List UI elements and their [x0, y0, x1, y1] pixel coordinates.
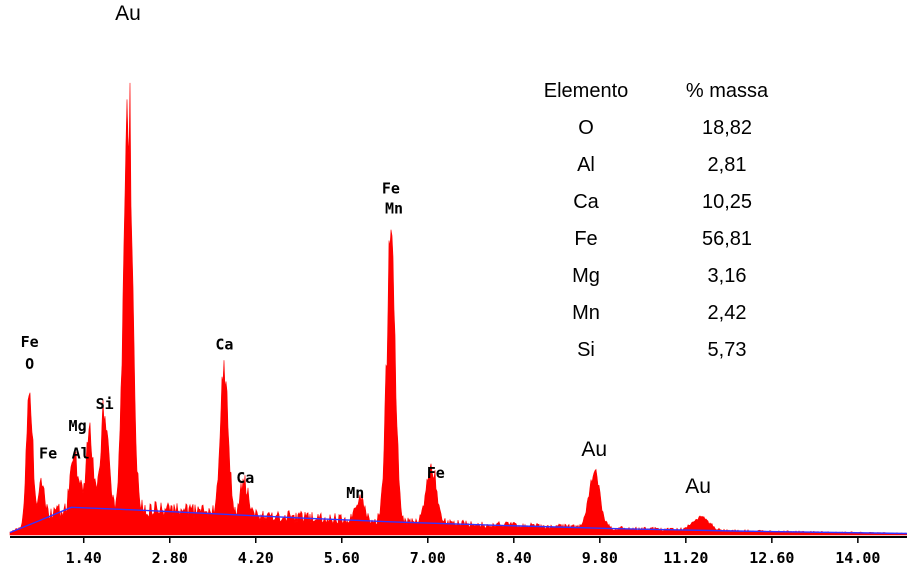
peak-label: Al — [72, 444, 90, 462]
peak-label: Ca — [236, 469, 254, 487]
table-cell-mass: 2,81 — [708, 154, 747, 176]
table-cell-element: Mg — [572, 265, 600, 287]
peak-label: Mn — [385, 199, 403, 217]
x-tick-label: 4.20 — [238, 549, 274, 567]
table-cell-mass: 56,81 — [702, 228, 752, 250]
table-cell-element: Si — [577, 339, 595, 361]
table-cell-element: Ca — [573, 191, 599, 213]
spectrum-area — [9, 82, 907, 536]
peak-label: Au — [685, 475, 711, 498]
composition-table: Elemento % massa O 18,82 Al 2,81 Ca 10,25 Fe 56,8… — [544, 80, 769, 361]
x-tick-label: 12.60 — [749, 549, 794, 567]
x-tick-label: 2.80 — [152, 549, 188, 567]
table-cell-element: O — [578, 117, 594, 139]
table-cell-mass: 5,73 — [708, 339, 747, 361]
x-tick-label: 14.00 — [835, 549, 880, 567]
x-tick-label: 5.60 — [324, 549, 360, 567]
x-tick-label: 8.40 — [496, 549, 532, 567]
peak-label: Fe — [427, 464, 445, 482]
peak-label: Au — [581, 438, 607, 461]
peak-label: Fe — [21, 333, 39, 351]
peak-label: Au — [115, 2, 141, 25]
peak-label: Si — [96, 395, 114, 413]
peak-label: Fe — [39, 444, 57, 462]
x-tick-label: 7.00 — [410, 549, 446, 567]
table-cell-element: Mn — [572, 302, 600, 324]
peak-label: Fe — [382, 179, 400, 197]
table-cell-element: Fe — [574, 228, 597, 250]
background-fit-line — [9, 506, 907, 535]
table-cell-mass: 3,16 — [708, 265, 747, 287]
table-header-mass: % massa — [686, 80, 769, 102]
peak-label: O — [25, 355, 34, 373]
table-cell-mass: 2,42 — [708, 302, 747, 324]
x-tick-label: 9.80 — [582, 549, 618, 567]
background-layer — [9, 506, 907, 535]
x-tick-label: 1.40 — [66, 549, 102, 567]
table-cell-mass: 10,25 — [702, 191, 752, 213]
table-cell-mass: 18,82 — [702, 117, 752, 139]
table-cell-element: Al — [577, 154, 595, 176]
peak-label: Ca — [215, 335, 233, 353]
x-tick-label: 11.20 — [663, 549, 708, 567]
peak-label: Mg — [69, 417, 87, 435]
table-header-element: Elemento — [544, 80, 629, 102]
spectrum-layer — [9, 82, 907, 536]
peak-labels: Au Fe O Fe Mg Al Si Ca Ca Fe Mn Mn Fe Au Au — [21, 2, 711, 502]
x-axis: 1.40 2.80 4.20 5.60 7.00 8.40 9.80 11.20 12.60 14… — [10, 536, 907, 567]
peak-label: Mn — [346, 484, 364, 502]
